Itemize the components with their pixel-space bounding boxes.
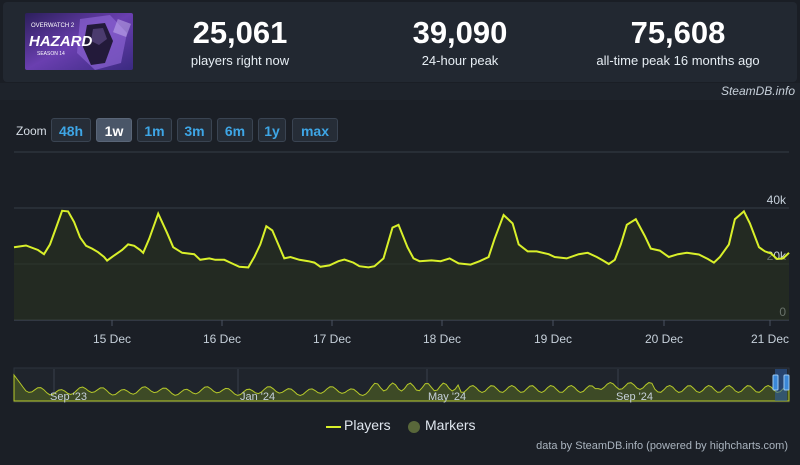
stats-panel [3,2,797,82]
legend-markers[interactable]: Markers [425,417,476,433]
stat-24h-peak: 39,090 24-hour peak [395,16,525,70]
game-art-line1: OVERWATCH 2 [31,23,75,29]
game-art-line3: SEASON 14 [37,51,65,57]
navigator-ticks: Sep '23 Jan '24 May '24 Sep '24 [50,391,653,403]
x-tick-label: 20 Dec [645,332,683,346]
x-axis-ticks: 15 Dec 16 Dec 17 Dec 18 Dec 19 Dec 20 Dec 21 D… [93,320,789,346]
game-art-image: OVERWATCH 2 HAZARD SEASON 14 [25,13,133,70]
legend-players[interactable]: Players [344,417,391,433]
stat-current-players: 25,061 players right now [180,16,300,70]
navigator-area [13,373,790,402]
players-area [14,210,789,320]
footer-credit[interactable]: data by SteamDB.info (powered by highcha… [536,440,788,452]
x-tick-label: 15 Dec [93,332,131,346]
players-line [13,209,790,269]
navigator-tick-label: Sep '23 [50,391,87,403]
stat-current-value: 25,061 [192,15,288,50]
navigator-left-handle[interactable] [772,374,779,391]
zoom-3m-button[interactable]: 3m [177,118,212,142]
zoom-48h-button[interactable]: 48h [51,118,91,142]
stat-alltime-value: 75,608 [630,15,726,50]
navigator-tick-label: Sep '24 [616,391,653,403]
zoom-6m-button[interactable]: 6m [217,118,253,142]
navigator-tick-label: Jan '24 [240,391,275,403]
game-art-title: HAZARD [29,33,92,50]
zoom-1m-button[interactable]: 1m [137,118,172,142]
zoom-1w-button[interactable]: 1w [96,118,132,142]
zoom-max-button[interactable]: max [292,118,338,142]
x-tick-label: 17 Dec [313,332,351,346]
stat-alltime-label: all-time peak 16 months ago [596,53,760,68]
stat-alltime-peak: 75,608 all-time peak 16 months ago [588,16,768,70]
x-tick-label: 21 Dec [751,332,789,346]
stat-24h-label: 24-hour peak [421,53,499,68]
navigator-right-handle[interactable] [783,374,790,391]
x-tick-label: 18 Dec [423,332,461,346]
zoom-1y-button[interactable]: 1y [258,118,286,142]
x-tick-label: 19 Dec [534,332,572,346]
legend-markers-swatch[interactable] [408,421,420,433]
stats-header [0,0,800,83]
zoom-label: Zoom [16,124,47,138]
stat-24h-value: 39,090 [412,15,508,50]
x-tick-label: 16 Dec [203,332,241,346]
game-thumbnail[interactable]: OVERWATCH 2 HAZARD SEASON 14 [25,13,133,70]
navigator-tick-label: May '24 [428,391,466,403]
stat-current-label: players right now [190,53,290,68]
steamdb-credit-link[interactable]: SteamDB.info [720,84,795,98]
y-tick-label: 40k [767,193,787,207]
